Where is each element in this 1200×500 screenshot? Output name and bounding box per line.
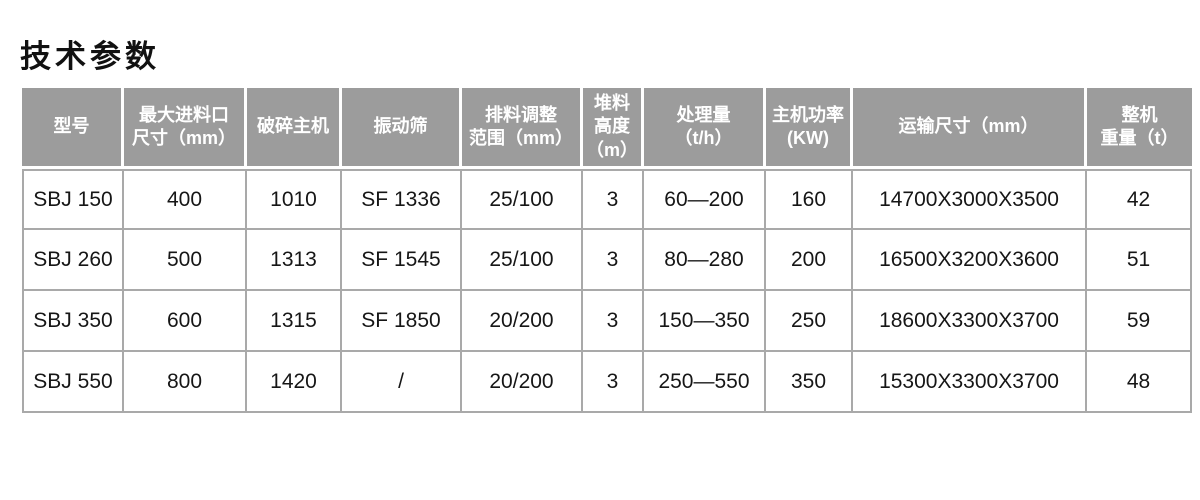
cell-stacking-height: 3 [583,352,644,413]
header-stacking-height: 堆料 高度 （m） [583,88,644,169]
table-row-sbj260: SBJ 260 500 1313 SF 1545 25/100 3 80—280… [22,230,1192,291]
header-capacity: 处理量 （t/h） [644,88,766,169]
cell-vibrating-screen: / [342,352,462,413]
header-main-power-label: 主机功率 (KW) [772,104,844,148]
cell-discharge-range: 20/200 [462,352,583,413]
cell-max-feed-size: 500 [124,230,247,291]
cell-max-feed-size: 800 [124,352,247,413]
cell-stacking-height: 3 [583,230,644,291]
cell-transport-size: 15300X3300X3700 [853,352,1087,413]
cell-transport-size: 18600X3300X3700 [853,291,1087,352]
header-stacking-height-label: 堆料 高度 （m） [585,92,638,160]
table-row-sbj150: SBJ 150 400 1010 SF 1336 25/100 3 60—200… [22,169,1192,230]
header-max-feed-size-label: 最大进料口 尺寸（mm） [131,104,236,148]
cell-stacking-height: 3 [583,169,644,230]
header-main-power: 主机功率 (KW) [766,88,853,169]
header-capacity-label: 处理量 （t/h） [674,104,733,148]
cell-vibrating-screen: SF 1545 [342,230,462,291]
cell-total-weight: 42 [1087,169,1192,230]
cell-main-power: 160 [766,169,853,230]
cell-vibrating-screen: SF 1336 [342,169,462,230]
cell-stacking-height: 3 [583,291,644,352]
cell-model: SBJ 150 [22,169,124,230]
cell-transport-size: 16500X3200X3600 [853,230,1087,291]
cell-capacity: 80—280 [644,230,766,291]
cell-discharge-range: 25/100 [462,230,583,291]
cell-model: SBJ 550 [22,352,124,413]
cell-model: SBJ 350 [22,291,124,352]
header-crusher-unit-label: 破碎主机 [257,116,329,137]
cell-capacity: 60—200 [644,169,766,230]
cell-capacity: 150—350 [644,291,766,352]
cell-model: SBJ 260 [22,230,124,291]
cell-total-weight: 59 [1087,291,1192,352]
page-title: 技术参数 [20,39,160,74]
header-transport-size-label: 运输尺寸（mm） [898,116,1039,137]
header-crusher-unit: 破碎主机 [247,88,342,169]
cell-max-feed-size: 400 [124,169,247,230]
table-row-sbj550: SBJ 550 800 1420 / 20/200 3 250—550 350 … [22,352,1192,413]
cell-discharge-range: 25/100 [462,169,583,230]
header-total-weight: 整机 重量（t） [1087,88,1192,169]
cell-max-feed-size: 600 [124,291,247,352]
cell-crusher-unit: 1420 [247,352,342,413]
header-total-weight-label: 整机 重量（t） [1100,104,1179,148]
cell-crusher-unit: 1313 [247,230,342,291]
table-row-sbj350: SBJ 350 600 1315 SF 1850 20/200 3 150—35… [22,291,1192,352]
cell-total-weight: 51 [1087,230,1192,291]
header-vibrating-screen-label: 振动筛 [373,116,428,137]
cell-transport-size: 14700X3000X3500 [853,169,1087,230]
cell-main-power: 200 [766,230,853,291]
cell-vibrating-screen: SF 1850 [342,291,462,352]
cell-main-power: 350 [766,352,853,413]
cell-main-power: 250 [766,291,853,352]
header-model-label: 型号 [53,116,90,137]
header-max-feed-size: 最大进料口 尺寸（mm） [124,88,247,169]
technical-parameters-table: 型号 最大进料口 尺寸（mm） 破碎主机 振动筛 排料调整 范围（mm） 堆料 … [22,88,1192,413]
header-model: 型号 [22,88,124,169]
table-header-row: 型号 最大进料口 尺寸（mm） 破碎主机 振动筛 排料调整 范围（mm） 堆料 … [22,88,1192,169]
cell-crusher-unit: 1010 [247,169,342,230]
header-discharge-range: 排料调整 范围（mm） [462,88,583,169]
header-discharge-range-label: 排料调整 范围（mm） [468,104,573,148]
cell-capacity: 250—550 [644,352,766,413]
cell-crusher-unit: 1315 [247,291,342,352]
cell-total-weight: 48 [1087,352,1192,413]
cell-discharge-range: 20/200 [462,291,583,352]
header-vibrating-screen: 振动筛 [342,88,462,169]
header-transport-size: 运输尺寸（mm） [853,88,1087,169]
